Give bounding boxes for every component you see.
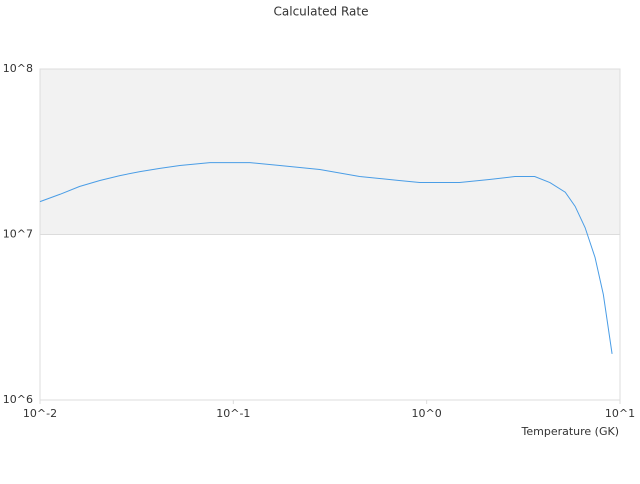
x-tick-label: 10^0 [412, 407, 442, 420]
x-tick-label: 10^-1 [216, 407, 250, 420]
x-tick-label: 10^-2 [23, 407, 57, 420]
plot-band [40, 69, 620, 235]
y-tick-label: 10^8 [3, 62, 33, 75]
y-tick-label: 10^6 [3, 393, 33, 406]
data-line [39, 162, 613, 354]
chart-title: Calculated Rate [274, 5, 369, 19]
x-tick-label: 10^1 [605, 407, 635, 420]
x-axis-label: Temperature (GK) [521, 425, 620, 438]
y-tick-label: 10^7 [3, 228, 33, 241]
